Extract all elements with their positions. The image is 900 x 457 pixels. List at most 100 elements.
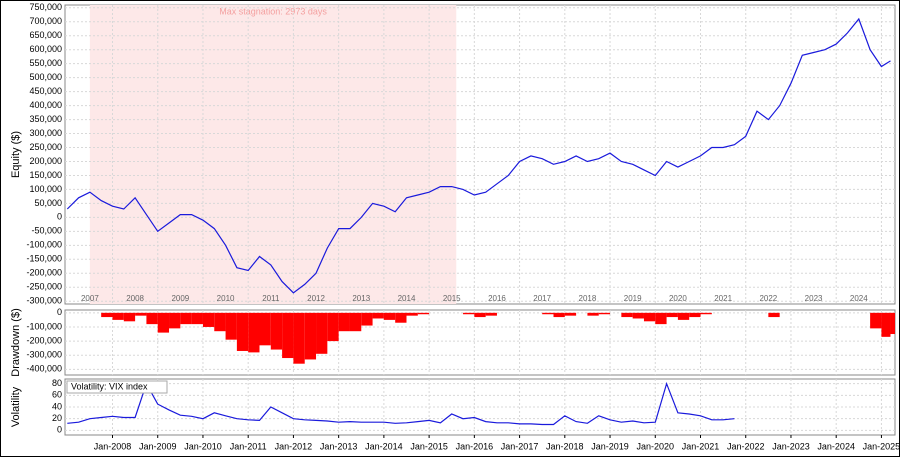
year-label: 2019 <box>624 294 642 303</box>
drawdown-bar <box>101 312 113 318</box>
x-tick-label: Jan-2010 <box>184 441 222 451</box>
year-label: 2015 <box>443 294 461 303</box>
stagnation-label: Max stagnation: 2973 days <box>219 6 327 16</box>
drawdown-bar <box>553 312 565 318</box>
drawdown-bar <box>316 312 328 354</box>
y-tick-label: -100,000 <box>26 321 62 331</box>
drawdown-bar <box>587 312 599 316</box>
y-tick-label: 650,000 <box>29 30 62 40</box>
drawdown-bar <box>700 312 712 315</box>
y-tick-label: 100,000 <box>29 184 62 194</box>
drawdown-bar <box>135 312 147 316</box>
year-label: 2008 <box>126 294 144 303</box>
year-label: 2022 <box>759 294 777 303</box>
year-label: 2016 <box>488 294 506 303</box>
drawdown-bar <box>372 312 384 319</box>
x-tick-label: Jan-2015 <box>410 441 448 451</box>
y-tick-label: 700,000 <box>29 16 62 26</box>
x-tick-label: Jan-2023 <box>772 441 810 451</box>
year-label: 2023 <box>805 294 823 303</box>
drawdown-bar <box>202 312 215 327</box>
legend-box <box>66 380 168 394</box>
drawdown-bar <box>338 312 350 332</box>
drawdown-bar <box>349 312 362 332</box>
y-axis-title: Equity ($) <box>10 131 22 178</box>
y-tick-label: -200,000 <box>26 268 62 278</box>
drawdown-bar <box>123 312 136 322</box>
y-tick-label: 20 <box>52 413 62 423</box>
x-tick-label: Jan-2022 <box>727 441 765 451</box>
drawdown-bar <box>259 312 271 346</box>
x-tick-label: Jan-2025 <box>863 441 900 451</box>
drawdown-bar <box>666 312 678 318</box>
drawdown-bar <box>169 312 181 329</box>
x-tick-label: Jan-2012 <box>275 441 313 451</box>
y-tick-label: 0 <box>57 307 62 317</box>
year-label: 2010 <box>217 294 235 303</box>
y-tick-label: 250,000 <box>29 142 62 152</box>
drawdown-bar <box>474 312 486 318</box>
drawdown-bar <box>881 312 891 337</box>
drawdown-bar <box>463 312 475 315</box>
y-tick-label: -200,000 <box>26 335 62 345</box>
drawdown-bar <box>485 312 497 316</box>
year-label: 2007 <box>81 294 99 303</box>
drawdown-bar <box>383 312 396 320</box>
x-tick-label: Jan-2016 <box>456 441 494 451</box>
drawdown-bar <box>248 312 260 353</box>
y-tick-label: -300,000 <box>26 296 62 306</box>
year-label: 2014 <box>398 294 416 303</box>
y-tick-label: 0 <box>57 425 62 435</box>
year-label: 2017 <box>533 294 551 303</box>
drawdown-bar <box>395 312 407 323</box>
drawdown-bar <box>293 312 305 364</box>
year-label: 2013 <box>352 294 370 303</box>
x-tick-label: Jan-2020 <box>637 441 675 451</box>
drawdown-bar <box>890 312 895 335</box>
series-line <box>66 17 891 294</box>
drawdown-bar <box>270 312 283 350</box>
y-tick-label: 40 <box>52 401 62 411</box>
drawdown-bar <box>361 312 373 326</box>
x-tick-label: Jan-2018 <box>546 441 584 451</box>
drawdown-bar <box>112 312 124 320</box>
drawdown-bar <box>191 312 203 325</box>
drawdown-bar <box>564 312 577 316</box>
x-tick-label: Jan-2013 <box>320 441 358 451</box>
drawdown-bar <box>655 312 667 325</box>
y-tick-label: 200,000 <box>29 156 62 166</box>
drawdown-bar <box>598 312 611 315</box>
year-label: 2021 <box>714 294 732 303</box>
y-tick-label: 150,000 <box>29 170 62 180</box>
drawdown-bar <box>632 312 644 319</box>
series-line <box>67 381 735 426</box>
drawdown-bar <box>621 312 633 318</box>
drawdown-bar <box>327 312 339 342</box>
drawdown-bar <box>677 312 690 320</box>
year-label: 2018 <box>579 294 597 303</box>
drawdown-bar <box>643 312 656 322</box>
drawdown-bar <box>417 312 430 315</box>
y-tick-label: 550,000 <box>29 58 62 68</box>
y-tick-label: -100,000 <box>26 240 62 250</box>
y-tick-label: -50,000 <box>31 226 62 236</box>
x-tick-label: Jan-2021 <box>682 441 720 451</box>
legend-entry: Volatility: VIX index <box>71 381 148 391</box>
drawdown-bar <box>689 312 701 318</box>
x-tick-label: Jan-2017 <box>501 441 539 451</box>
y-tick-label: 750,000 <box>29 2 62 12</box>
drawdown-bar <box>157 312 170 333</box>
y-tick-label: 60 <box>52 390 62 400</box>
drawdown-bar <box>146 312 158 325</box>
x-tick-label: Jan-2009 <box>139 441 177 451</box>
year-label: 2020 <box>669 294 687 303</box>
year-label: 2009 <box>171 294 189 303</box>
drawdown-bar <box>214 312 226 332</box>
drawdown-bar <box>225 312 237 340</box>
y-axis-title: Volatility <box>10 386 22 427</box>
y-tick-label: 300,000 <box>29 128 62 138</box>
y-tick-label: -150,000 <box>26 254 62 264</box>
y-tick-label: 350,000 <box>29 114 62 124</box>
year-label: 2012 <box>307 294 325 303</box>
drawdown-bar <box>542 312 554 315</box>
